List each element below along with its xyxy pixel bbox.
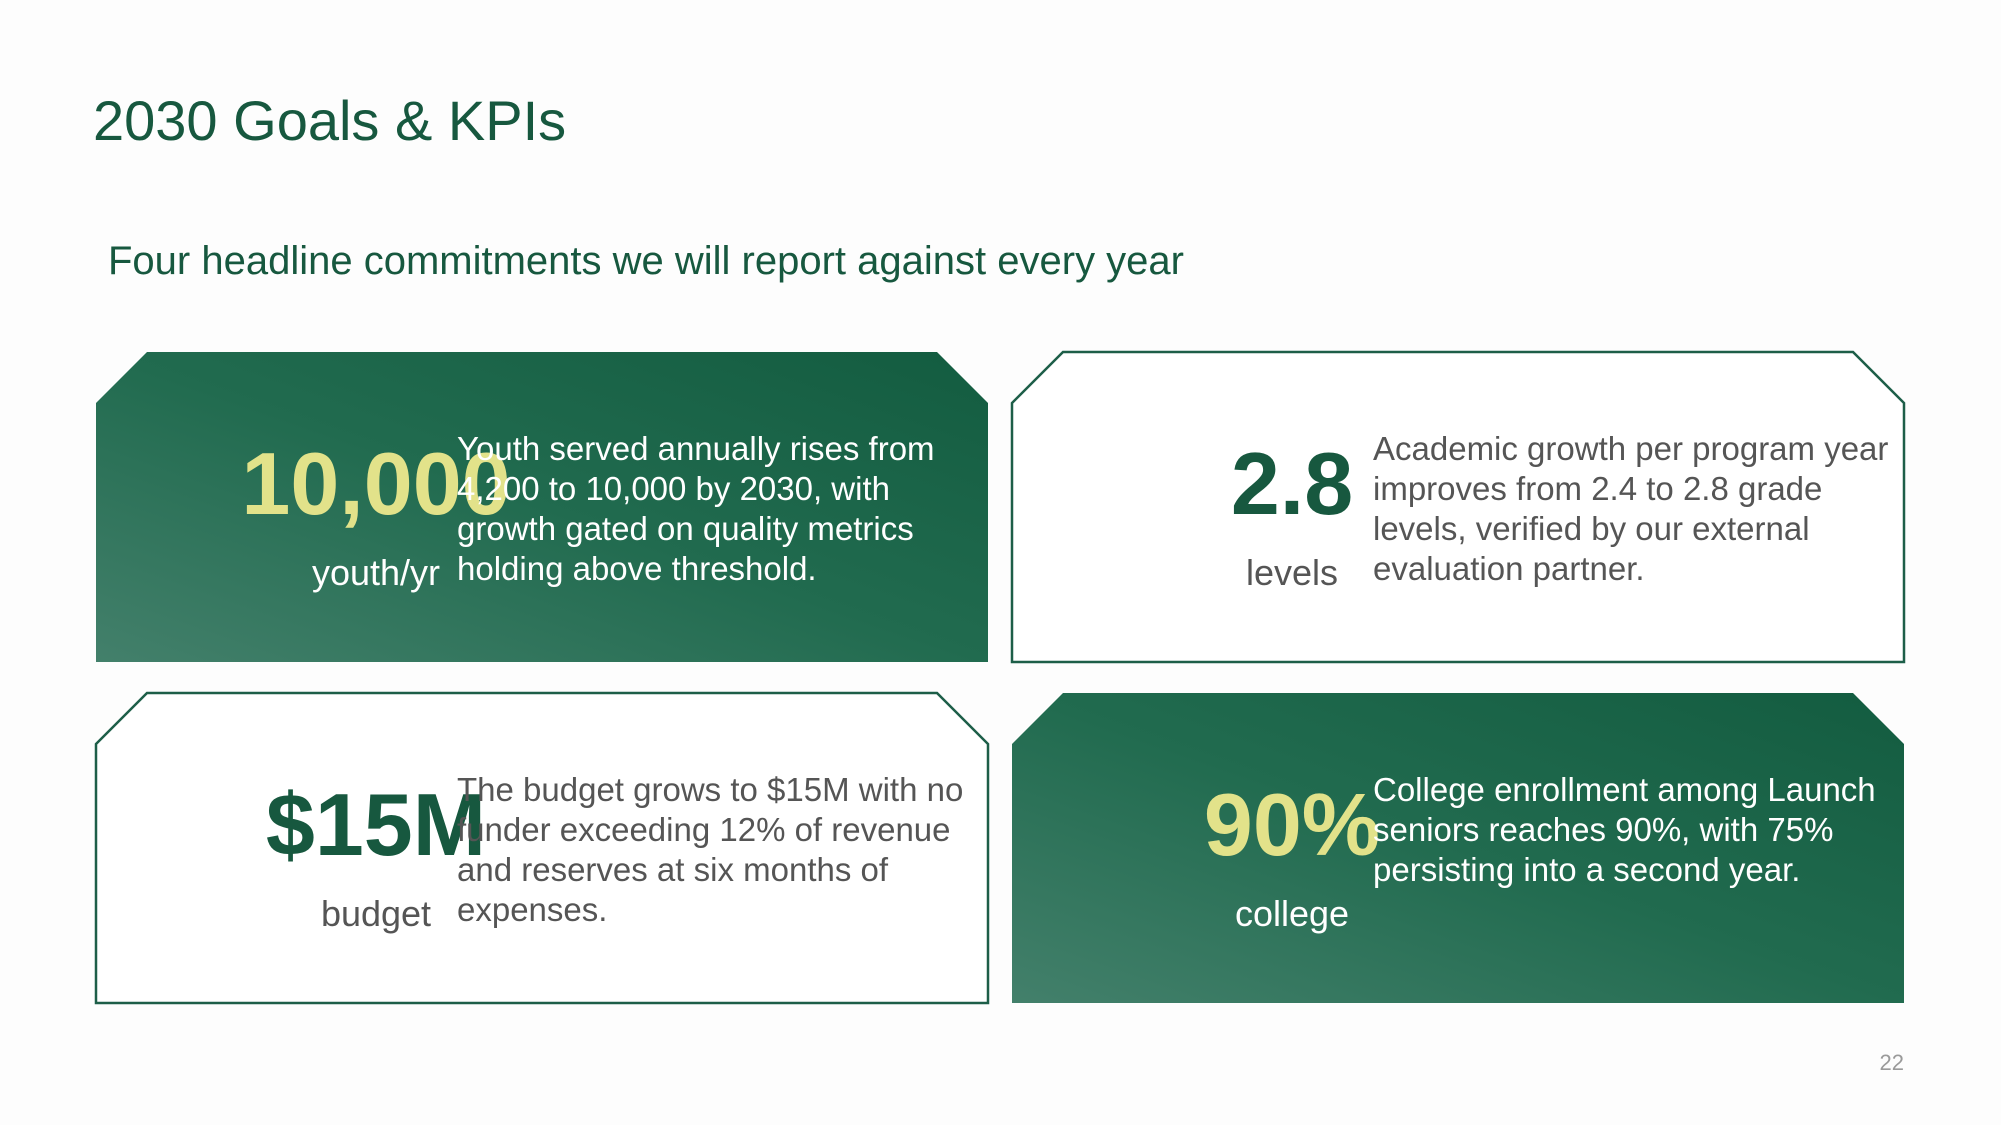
kpi-description: College enrollment among Launch seniors …: [1373, 771, 1876, 888]
kpi-value: 2.8: [1230, 434, 1354, 533]
kpi-value: 90%: [1203, 775, 1381, 874]
kpi-value: $15M: [265, 775, 487, 874]
card-shape: [1012, 693, 1904, 1003]
kpi-description: Youth served annually rises from 4,200 t…: [457, 430, 935, 587]
card-shape: [94, 691, 990, 1005]
card-shape: [1010, 350, 1906, 664]
subtitle: Four headline commitments we will report…: [108, 239, 1184, 283]
kpi-unit: levels: [1245, 552, 1339, 593]
page-number: 22: [1879, 1050, 1904, 1075]
card-shape: [96, 352, 988, 662]
kpi-unit: youth/yr: [311, 552, 441, 593]
kpi-unit: budget: [320, 893, 432, 934]
kpi-description: Academic growth per program year improve…: [1373, 430, 1889, 587]
title: 2030 Goals & KPIs: [93, 89, 567, 152]
kpi-description: The budget grows to $15M with no funder …: [457, 771, 964, 928]
kpi-unit: college: [1234, 893, 1350, 934]
kpi-value: 10,000: [241, 434, 511, 533]
